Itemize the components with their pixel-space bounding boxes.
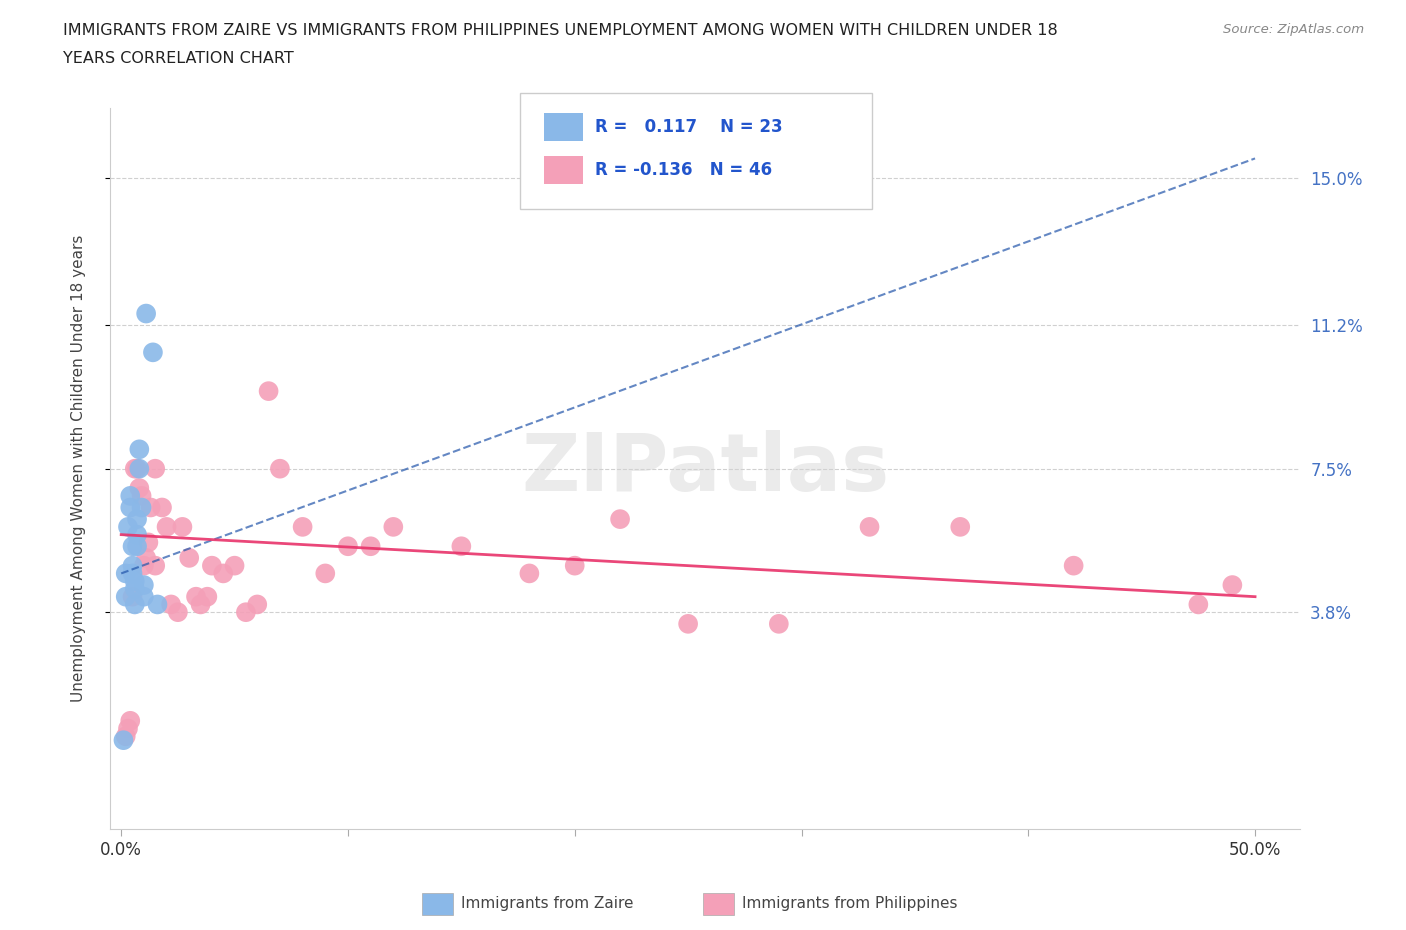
Point (128, 461, 150, 476)
Point (125, 538, 148, 553)
Point (142, 345, 165, 360)
Text: ZIPatlas: ZIPatlas (522, 430, 889, 508)
Point (132, 578, 155, 592)
Point (676, 617, 699, 631)
Point (949, 520, 972, 535)
Point (124, 597, 146, 612)
Point (314, 566, 336, 581)
Point (382, 520, 405, 535)
Point (246, 597, 269, 612)
Point (138, 535, 160, 550)
Point (450, 538, 472, 553)
Point (150, 500, 173, 515)
Point (768, 617, 790, 631)
Point (190, 597, 212, 612)
Point (124, 461, 146, 476)
Text: Source: ZipAtlas.com: Source: ZipAtlas.com (1223, 23, 1364, 36)
Point (135, 306, 157, 321)
Point (117, 721, 139, 736)
Point (121, 590, 143, 604)
Point (131, 488, 153, 503)
Point (114, 566, 136, 581)
Text: Immigrants from Zaire: Immigrants from Zaire (461, 897, 634, 911)
Text: R = -0.136   N = 46: R = -0.136 N = 46 (595, 161, 772, 179)
Point (124, 581, 146, 596)
Point (120, 500, 142, 515)
Point (564, 558, 586, 573)
Point (112, 733, 135, 748)
Point (128, 481, 150, 496)
Point (519, 566, 541, 581)
Point (1187, 597, 1209, 612)
Point (167, 604, 190, 619)
Point (125, 461, 148, 476)
Point (360, 538, 382, 553)
Point (235, 604, 257, 619)
Point (125, 512, 148, 526)
Point (125, 527, 148, 542)
Point (1063, 558, 1085, 573)
Point (146, 597, 169, 612)
Point (132, 590, 155, 604)
Point (117, 520, 139, 535)
Text: Immigrants from Philippines: Immigrants from Philippines (742, 897, 957, 911)
Point (139, 500, 162, 515)
Point (224, 558, 246, 573)
Point (179, 551, 201, 565)
Text: YEARS CORRELATION CHART: YEARS CORRELATION CHART (63, 51, 294, 66)
Point (120, 488, 142, 503)
Point (336, 538, 359, 553)
Point (195, 590, 218, 604)
Point (269, 461, 291, 476)
Point (257, 384, 280, 399)
Point (212, 566, 235, 581)
Point (132, 558, 155, 573)
Point (858, 520, 880, 535)
Text: IMMIGRANTS FROM ZAIRE VS IMMIGRANTS FROM PHILIPPINES UNEMPLOYMENT AMONG WOMEN WI: IMMIGRANTS FROM ZAIRE VS IMMIGRANTS FROM… (63, 23, 1059, 38)
Point (172, 520, 194, 535)
Point (121, 538, 143, 553)
Point (1222, 578, 1244, 592)
Point (609, 512, 631, 526)
Point (114, 729, 136, 744)
Point (155, 520, 177, 535)
Point (184, 590, 207, 604)
Y-axis label: Unemployment Among Women with Children Under 18 years: Unemployment Among Women with Children U… (72, 235, 86, 702)
Point (131, 500, 153, 515)
Point (121, 566, 143, 581)
Point (143, 558, 166, 573)
Point (291, 520, 314, 535)
Point (124, 574, 146, 589)
Point (121, 558, 143, 573)
Point (201, 558, 224, 573)
Point (114, 590, 136, 604)
Point (135, 551, 157, 565)
Point (160, 597, 183, 612)
Text: R =   0.117    N = 23: R = 0.117 N = 23 (595, 118, 782, 137)
Point (120, 713, 142, 728)
Point (143, 461, 166, 476)
Point (128, 442, 150, 457)
